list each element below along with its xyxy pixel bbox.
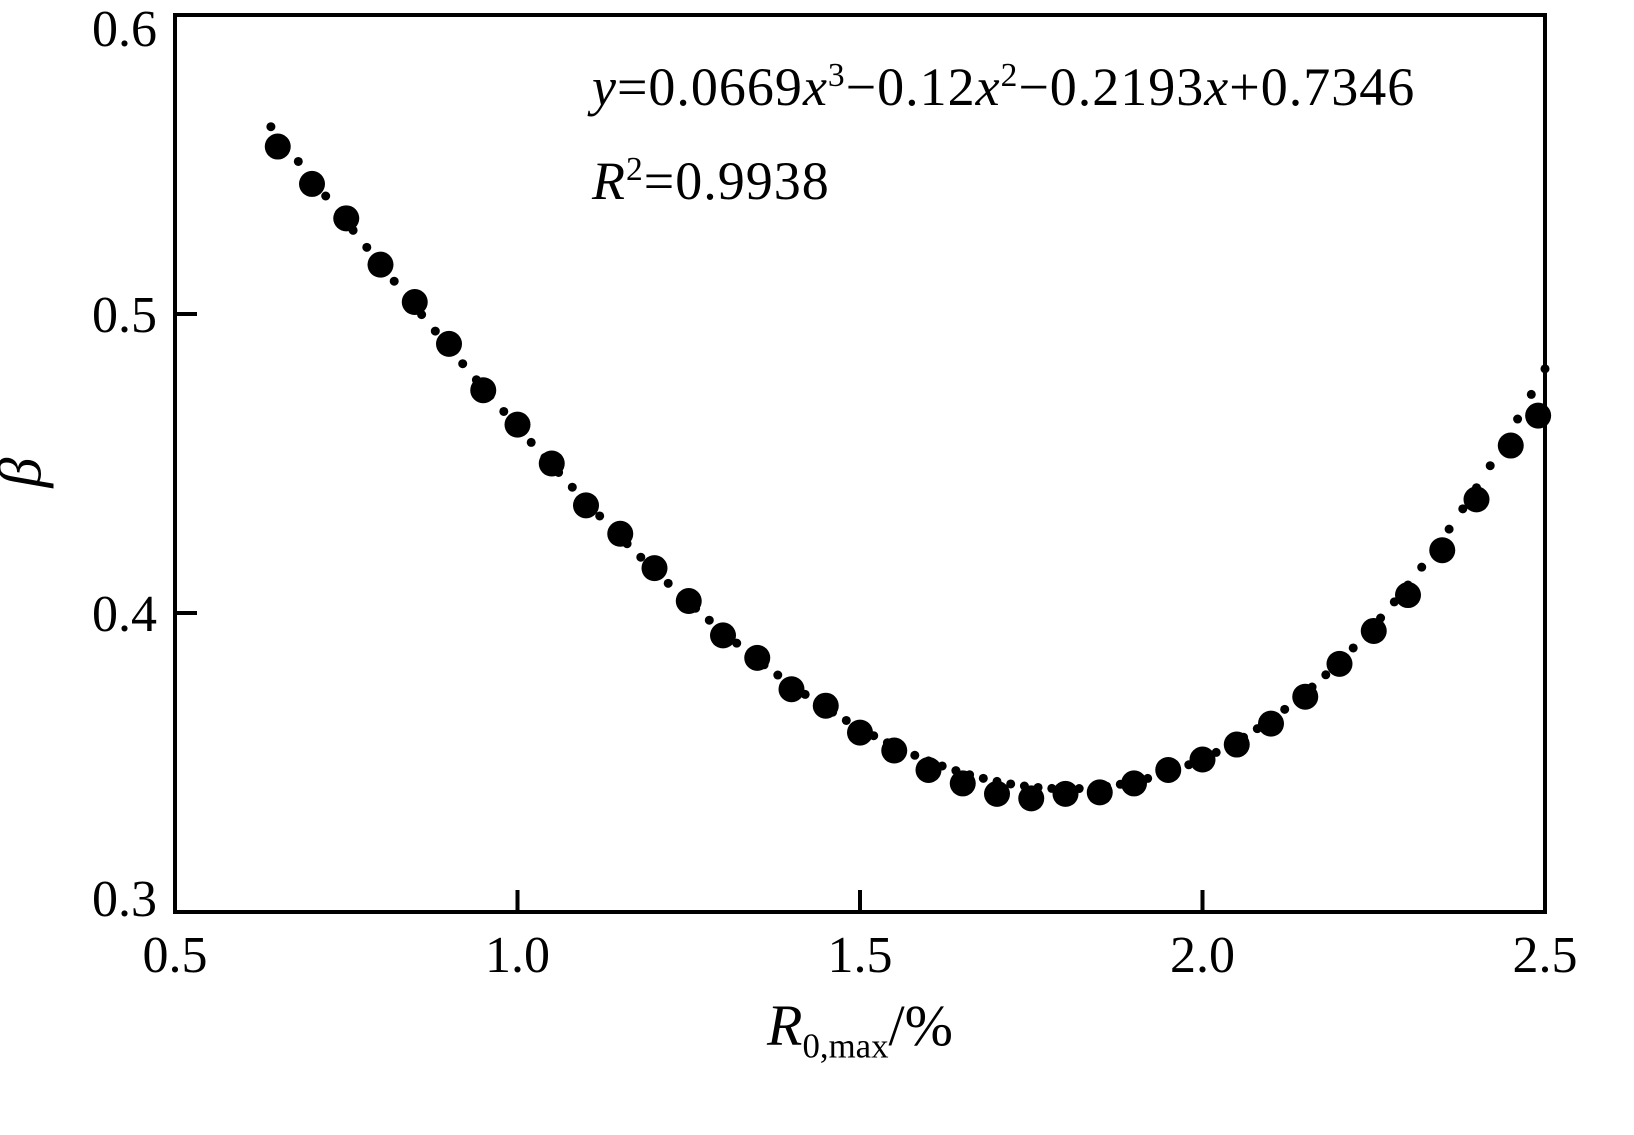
data-point bbox=[1086, 779, 1113, 806]
x-tick-label: 2.5 bbox=[1513, 927, 1578, 984]
fit-curve-dot bbox=[266, 122, 276, 132]
data-point bbox=[333, 205, 360, 232]
data-point bbox=[1155, 756, 1182, 783]
x-axis-label-unit: /% bbox=[888, 993, 953, 1058]
fit-curve-dot bbox=[1526, 389, 1536, 399]
data-point bbox=[1497, 432, 1524, 459]
data-point bbox=[915, 756, 942, 783]
y-tick-label: 0.3 bbox=[92, 871, 157, 928]
fit-curve-dot bbox=[1485, 461, 1495, 471]
equation-term4: +0.7346 bbox=[1229, 57, 1416, 117]
data-point bbox=[812, 692, 839, 719]
fit-curve-dot bbox=[321, 191, 331, 201]
equation-term3: −0.2193 bbox=[1018, 57, 1205, 117]
data-point bbox=[1429, 537, 1456, 564]
fit-curve-dot bbox=[1417, 562, 1427, 572]
data-point bbox=[1292, 683, 1319, 710]
data-point bbox=[573, 492, 599, 519]
fit-curve-dot bbox=[1513, 414, 1523, 424]
equation-exp1: 3 bbox=[827, 57, 846, 94]
fit-curve-dot bbox=[773, 670, 783, 680]
data-point bbox=[881, 737, 908, 764]
data-point bbox=[675, 588, 702, 615]
equation-x3: x bbox=[1204, 57, 1230, 117]
fit-curve-dot bbox=[1444, 524, 1454, 534]
data-point bbox=[1395, 582, 1421, 609]
x-tick-label: 1.5 bbox=[828, 927, 893, 984]
data-point bbox=[710, 622, 736, 649]
r-squared-base: R bbox=[592, 151, 626, 211]
data-point bbox=[401, 289, 428, 316]
y-tick-label: 0.5 bbox=[92, 287, 157, 344]
equation-x2: x bbox=[975, 57, 1001, 117]
data-point bbox=[1189, 746, 1216, 773]
data-point bbox=[1121, 770, 1147, 797]
fit-curve-dot bbox=[1348, 643, 1358, 653]
fit-curve-dot bbox=[1458, 504, 1468, 514]
data-point bbox=[778, 676, 805, 703]
equation-term2: −0.12 bbox=[845, 57, 976, 117]
y-axis-label: β bbox=[0, 458, 55, 488]
fit-curve-dot bbox=[1540, 364, 1550, 374]
data-point bbox=[1525, 402, 1552, 429]
data-point bbox=[538, 450, 565, 477]
data-point bbox=[1463, 486, 1490, 513]
equation-assign: =0.0669 bbox=[616, 57, 803, 117]
data-point bbox=[470, 377, 497, 404]
fit-curve-dot bbox=[526, 437, 536, 447]
plot-frame bbox=[173, 13, 1547, 914]
data-point bbox=[264, 133, 291, 160]
data-point bbox=[504, 411, 531, 438]
equation-x1: x bbox=[802, 57, 828, 117]
fit-curve-dot bbox=[910, 750, 920, 760]
x-tick-label: 0.5 bbox=[143, 927, 208, 984]
data-point bbox=[607, 520, 634, 547]
r-squared-annotation: R2=0.9938 bbox=[592, 150, 830, 212]
data-point bbox=[984, 780, 1010, 807]
fit-curve-dot bbox=[978, 773, 988, 783]
y-tick-label: 0.6 bbox=[92, 1, 157, 58]
data-point bbox=[847, 719, 873, 746]
data-point bbox=[367, 251, 394, 278]
equation-exp2: 2 bbox=[1000, 57, 1019, 94]
x-axis-label: R0,max/% bbox=[175, 992, 1545, 1063]
fit-curve-dot bbox=[1006, 779, 1016, 789]
data-point bbox=[299, 170, 325, 197]
x-tick-label: 2.0 bbox=[1170, 927, 1235, 984]
fit-curve-dot bbox=[841, 715, 851, 725]
x-axis-label-subscript: 0,max bbox=[802, 1026, 889, 1066]
fit-curve-dot bbox=[430, 326, 440, 336]
fit-curve-dot bbox=[595, 511, 605, 521]
data-point bbox=[1360, 617, 1387, 644]
fit-curve-dot bbox=[663, 578, 673, 588]
data-point bbox=[1326, 650, 1353, 677]
data-point bbox=[949, 770, 976, 797]
y-tick-label: 0.4 bbox=[92, 586, 157, 643]
fit-curve-dot bbox=[704, 615, 714, 625]
data-point bbox=[1223, 731, 1250, 758]
data-point bbox=[1052, 780, 1079, 807]
fit-curve-dot bbox=[1321, 670, 1331, 680]
data-point bbox=[436, 330, 462, 357]
fit-curve-dot bbox=[1280, 704, 1290, 714]
data-point bbox=[744, 644, 771, 671]
fit-curve-dot bbox=[389, 276, 399, 286]
fit-curve-dot bbox=[636, 552, 646, 562]
x-axis-label-symbol: R bbox=[767, 993, 803, 1058]
fit-equation: y=0.0669x3−0.12x2−0.2193x+0.7346 bbox=[592, 56, 1415, 118]
r-squared-sup: 2 bbox=[626, 151, 644, 188]
fit-curve-dot bbox=[458, 359, 468, 369]
data-point bbox=[1258, 710, 1284, 737]
data-point bbox=[641, 555, 668, 582]
x-tick-label: 1.0 bbox=[485, 927, 550, 984]
r-squared-value: =0.9938 bbox=[643, 151, 830, 211]
fit-curve-dot bbox=[293, 156, 303, 166]
fit-curve-dot bbox=[362, 242, 372, 252]
fit-curve-dot bbox=[567, 482, 577, 492]
equation-lhs: y bbox=[592, 57, 617, 117]
data-point bbox=[1018, 785, 1045, 812]
fit-curve-dot bbox=[499, 406, 509, 416]
